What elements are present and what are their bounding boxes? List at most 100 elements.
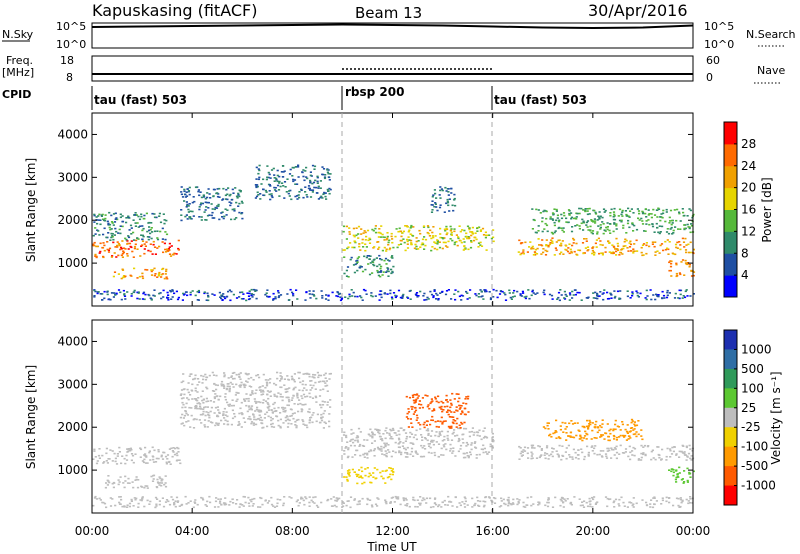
heatmap-cell: [600, 435, 603, 438]
heatmap-cell: [125, 459, 129, 461]
heatmap-cell: [228, 405, 231, 407]
heatmap-cell: [627, 250, 630, 252]
heatmap-cell: [166, 458, 169, 460]
heatmap-cell: [265, 384, 269, 387]
heatmap-cell: [574, 225, 577, 227]
heatmap-cell: [310, 189, 313, 191]
heatmap-cell: [462, 456, 466, 459]
heatmap-cell: [429, 497, 432, 500]
heatmap-cell: [288, 400, 291, 403]
heatmap-cell: [141, 460, 144, 462]
heatmap-cell: [629, 240, 632, 243]
heatmap-cell: [220, 295, 224, 297]
heatmap-cell: [345, 504, 348, 507]
heatmap-cell: [450, 187, 453, 190]
heatmap-cell: [654, 241, 657, 243]
heatmap-cell: [678, 289, 681, 292]
heatmap-cell: [175, 459, 178, 462]
heatmap-cell: [686, 295, 689, 297]
heatmap-cell: [256, 374, 260, 376]
heatmap-cell: [676, 473, 679, 476]
heatmap-cell: [213, 294, 216, 296]
heatmap-cell: [478, 226, 481, 229]
beam-title: Beam 13: [355, 4, 422, 22]
heatmap-cell: [128, 242, 132, 245]
heatmap-cell: [126, 243, 129, 245]
heatmap-cell: [679, 228, 682, 230]
heatmap-cell: [604, 453, 608, 455]
heatmap-cell: [195, 406, 198, 409]
heatmap-cell: [585, 432, 588, 435]
heatmap-cell: [247, 406, 251, 408]
heatmap-cell: [518, 458, 521, 460]
heatmap-cell: [197, 378, 200, 380]
heatmap-cell: [114, 212, 117, 215]
heatmap-cell: [305, 291, 308, 294]
ytick-label: 1000: [57, 256, 88, 270]
heatmap-cell: [353, 271, 356, 274]
heatmap-cell: [377, 431, 380, 434]
heatmap-cell: [432, 408, 436, 410]
heatmap-cell: [416, 296, 419, 298]
heatmap-cell: [293, 403, 296, 405]
heatmap-cell: [525, 295, 528, 298]
heatmap-cell: [229, 204, 232, 207]
heatmap-cell: [379, 275, 382, 278]
heatmap-cell: [480, 295, 483, 298]
heatmap-cell: [203, 424, 206, 426]
heatmap-cell: [262, 391, 265, 393]
heatmap-cell: [448, 416, 451, 418]
heatmap-cell: [607, 240, 610, 243]
heatmap-cell: [161, 241, 164, 243]
heatmap-cell: [632, 250, 635, 252]
heatmap-cell: [377, 248, 380, 250]
heatmap-cell: [269, 198, 272, 201]
heatmap-cell: [157, 273, 160, 275]
heatmap-cell: [429, 229, 432, 232]
heatmap-cell: [533, 251, 536, 253]
heatmap-cell: [304, 396, 307, 398]
heatmap-cell: [243, 384, 246, 387]
heatmap-cell: [140, 213, 143, 216]
heatmap-cell: [626, 290, 629, 292]
heatmap-cell: [252, 424, 255, 426]
heatmap-cell: [555, 431, 558, 433]
heatmap-cell: [640, 456, 643, 459]
heatmap-cell: [684, 227, 687, 230]
heatmap-cell: [210, 406, 213, 409]
heatmap-cell: [674, 243, 678, 246]
heatmap-cell: [204, 197, 207, 200]
heatmap-cell: [404, 225, 407, 227]
heatmap-cell: [383, 259, 386, 262]
heatmap-cell: [410, 243, 413, 246]
heatmap-cell: [108, 223, 112, 226]
heatmap-cell: [441, 189, 444, 192]
heatmap-cell: [682, 241, 686, 243]
heatmap-cell: [467, 395, 470, 398]
heatmap-cell: [555, 210, 558, 212]
heatmap-cell: [109, 298, 112, 301]
heatmap-cell: [435, 197, 438, 199]
heatmap-cell: [443, 439, 446, 441]
heatmap-cell: [650, 458, 653, 461]
heatmap-cell: [656, 295, 660, 298]
heatmap-cell: [371, 505, 374, 508]
heatmap-cell: [690, 225, 694, 227]
heatmap-cell: [98, 234, 101, 236]
heatmap-cell: [286, 178, 289, 180]
heatmap-cell: [130, 295, 133, 297]
heatmap-cell: [567, 444, 570, 447]
heatmap-cell: [224, 414, 227, 416]
heatmap-cell: [123, 295, 127, 297]
heatmap-cell: [415, 419, 418, 421]
heatmap-cell: [570, 420, 573, 422]
heatmap-cell: [547, 458, 550, 460]
heatmap-cell: [384, 470, 387, 472]
heatmap-cell: [238, 202, 241, 205]
heatmap-cell: [199, 403, 202, 405]
heatmap-cell: [450, 439, 454, 441]
heatmap-cell: [193, 200, 196, 203]
heatmap-cell: [452, 422, 455, 425]
heatmap-cell: [116, 455, 119, 457]
